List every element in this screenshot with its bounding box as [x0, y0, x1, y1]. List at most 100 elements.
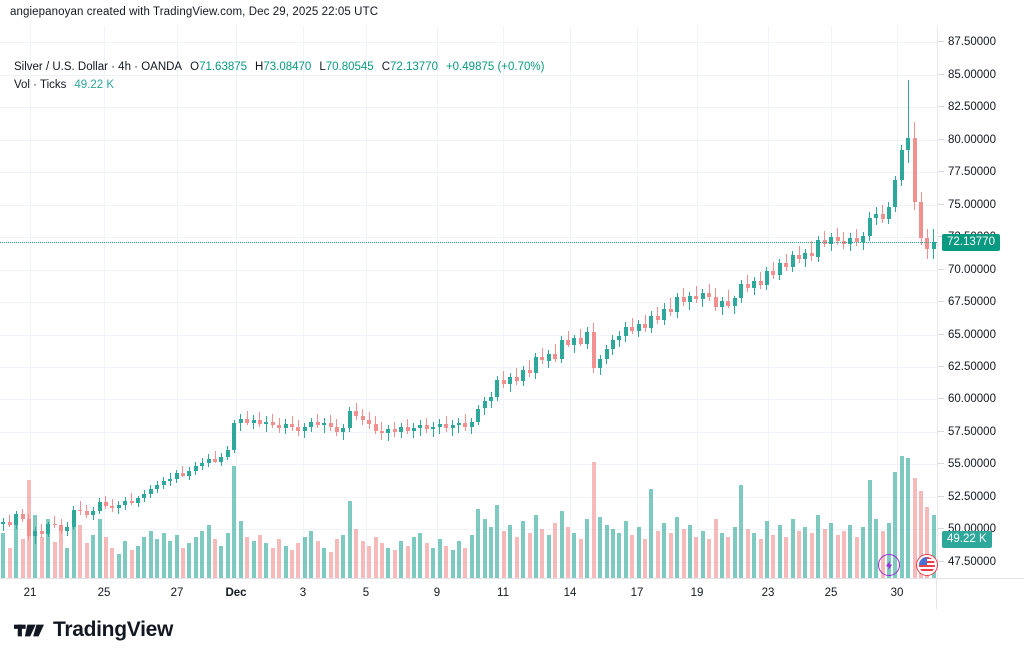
- time-axis[interactable]: 21 25 27 Dec 3 5 9 11 14 17 19 23 25 30: [0, 578, 1024, 609]
- candle-body: [553, 354, 558, 360]
- candle-body: [662, 308, 667, 321]
- volume-bar: [116, 553, 121, 578]
- gridline-vertical: [30, 26, 31, 578]
- volume-bar: [386, 547, 391, 578]
- candle-body: [643, 324, 647, 328]
- candle-body: [899, 150, 904, 180]
- volume-bar: [912, 478, 917, 578]
- candle-wick: [342, 424, 344, 440]
- volume-bar: [180, 547, 185, 578]
- gridline-vertical: [637, 26, 638, 578]
- volume-bar: [450, 549, 455, 578]
- volume-bar: [809, 533, 814, 578]
- candle-body: [617, 335, 622, 340]
- candle-body: [264, 421, 269, 425]
- candle-body: [482, 400, 487, 409]
- candle-body: [655, 316, 660, 321]
- candle-wick: [291, 416, 293, 431]
- candle-body: [919, 202, 923, 239]
- candle-body: [65, 526, 70, 531]
- tradingview-wordmark: TradingView: [53, 618, 174, 641]
- volume-bar: [456, 541, 461, 578]
- candle-body: [790, 255, 795, 267]
- legend-row-volume: Vol · Ticks 49.22 K: [14, 78, 544, 93]
- candle-body: [681, 296, 686, 302]
- candle-body: [431, 426, 436, 430]
- volume-bar: [277, 539, 282, 578]
- candle-wick: [798, 246, 800, 264]
- price-tick-label: 60.00000: [938, 393, 996, 405]
- candle-wick: [644, 315, 646, 332]
- volume-bar: [886, 523, 891, 578]
- candle-wick: [811, 241, 813, 261]
- volume-bar: [97, 519, 102, 578]
- volume-bar: [540, 529, 545, 578]
- volume-bar: [251, 541, 256, 578]
- price-tick-label: 52.50000: [938, 491, 996, 503]
- candle-body: [232, 422, 237, 451]
- volume-bar: [732, 527, 737, 578]
- gridline-vertical: [768, 26, 769, 578]
- candle-body: [354, 411, 359, 417]
- candle-body: [7, 521, 12, 526]
- chart-plot-area[interactable]: [0, 26, 937, 578]
- last-price-badge[interactable]: 72.13770: [942, 233, 1000, 251]
- legend-symbol[interactable]: Silver / U.S. Dollar: [14, 61, 108, 73]
- us-flag-badge[interactable]: [916, 554, 938, 576]
- price-tick-label: 65.00000: [938, 329, 996, 341]
- candle-wick: [464, 413, 466, 431]
- volume-bar: [142, 537, 147, 578]
- volume-bar: [373, 537, 378, 578]
- volume-bar: [655, 531, 660, 578]
- candle-body: [200, 463, 205, 466]
- candle-wick: [265, 416, 267, 432]
- lightning-badge[interactable]: [878, 554, 900, 576]
- candle-wick: [387, 425, 389, 441]
- time-tick-label: 11: [497, 587, 509, 599]
- price-tick-dash: [938, 171, 944, 173]
- candle-body: [758, 281, 763, 286]
- candle-body: [168, 478, 173, 482]
- candle-wick: [182, 465, 184, 478]
- candle-body: [591, 331, 596, 369]
- price-axis[interactable]: 87.50000 85.00000 82.50000 80.00000 77.50000…: [937, 26, 1024, 578]
- gridline-vertical: [236, 26, 237, 578]
- candle-body: [424, 425, 429, 430]
- volume-bar: [630, 535, 635, 578]
- volume-bar: [20, 539, 25, 578]
- volume-bar: [617, 533, 622, 578]
- candle-body: [187, 470, 192, 476]
- volume-bar: [33, 515, 38, 578]
- attribution-text: angiepanoyan created with TradingView.co…: [10, 6, 379, 18]
- candle-body: [155, 485, 160, 489]
- volume-bar: [463, 547, 468, 578]
- volume-bar: [213, 539, 217, 578]
- candle-body: [296, 426, 301, 431]
- legend-close-value: 72.13770: [390, 61, 438, 73]
- legend-open-value: 71.63875: [199, 61, 248, 73]
- volume-bar: [726, 537, 731, 578]
- volume-bar: [168, 541, 173, 578]
- candle-body: [270, 421, 275, 426]
- candle-body: [867, 217, 872, 236]
- candle-body: [392, 429, 397, 432]
- price-tick-dash: [938, 73, 944, 75]
- gridline-vertical: [303, 26, 304, 578]
- candle-body: [809, 252, 814, 257]
- candle-body: [533, 356, 538, 374]
- gridline-horizontal: [0, 74, 937, 76]
- volume-bar: [482, 519, 487, 578]
- candle-body: [521, 369, 526, 382]
- candle-wick: [131, 492, 133, 505]
- volume-bar: [302, 537, 307, 578]
- volume-bar: [200, 531, 205, 578]
- volume-bar: [129, 549, 134, 578]
- volume-bar: [777, 525, 782, 578]
- candle-body: [720, 300, 724, 308]
- candle-wick: [843, 231, 845, 249]
- last-volume-badge[interactable]: 49.22 K: [942, 531, 992, 549]
- legend-interval[interactable]: 4h: [118, 61, 131, 73]
- legend-volume-label[interactable]: Vol · Ticks: [14, 79, 67, 91]
- volume-bar: [379, 543, 384, 578]
